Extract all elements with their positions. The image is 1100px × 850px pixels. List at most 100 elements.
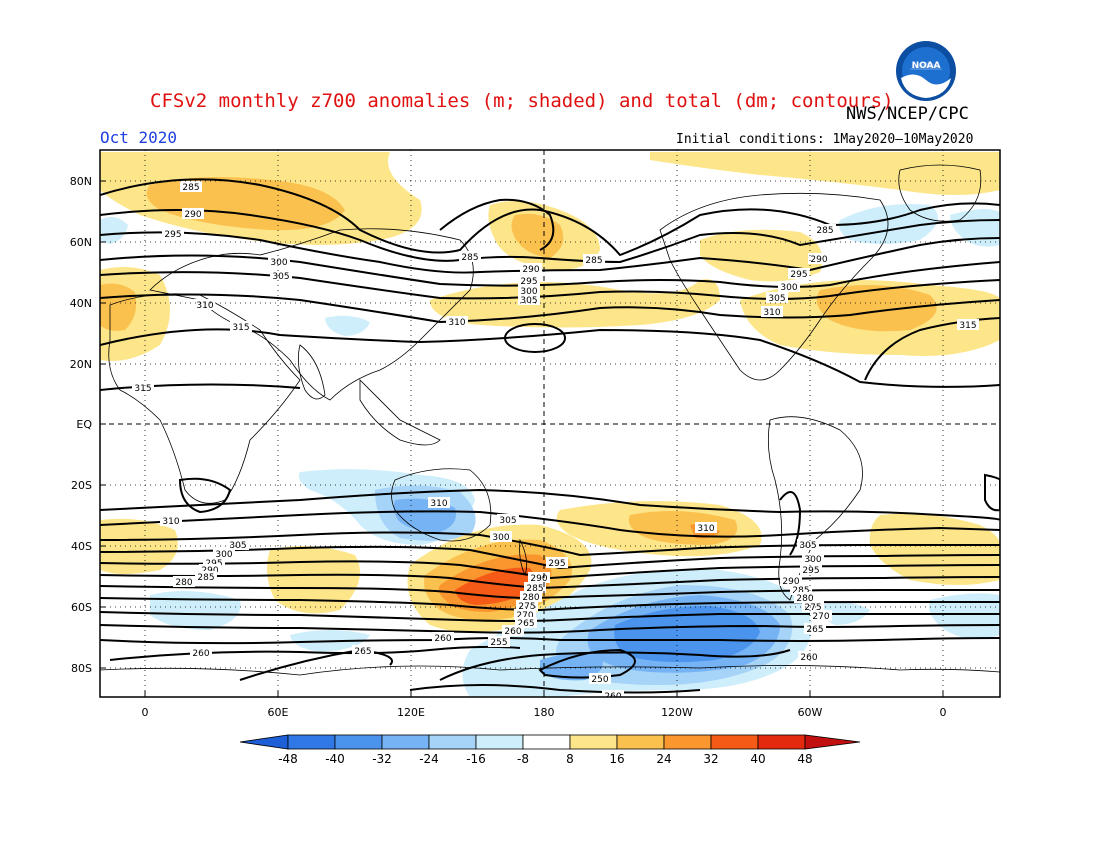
lon-label: 120W <box>661 706 693 719</box>
svg-text:275: 275 <box>518 602 535 612</box>
lat-label: 40N <box>70 297 92 310</box>
contour-label: 275 <box>802 601 824 613</box>
contour-label: 305 <box>497 514 519 526</box>
contour-label: 295 <box>162 228 184 240</box>
lat-label: 80S <box>71 662 92 675</box>
anomaly-region <box>650 152 1000 195</box>
anomaly-region <box>869 513 1000 585</box>
lon-label: 0 <box>940 706 947 719</box>
lat-label: EQ <box>76 418 92 431</box>
svg-text:315: 315 <box>959 321 976 331</box>
svg-text:260: 260 <box>192 649 209 659</box>
colorbar-tick-label: -8 <box>517 752 529 766</box>
contour-line <box>984 473 1000 512</box>
svg-text:310: 310 <box>448 318 465 328</box>
svg-text:305: 305 <box>520 296 537 306</box>
svg-text:300: 300 <box>270 258 287 268</box>
contour-line <box>439 198 555 251</box>
contour-label-group: 285 290 295 300 305 310 315 315 285 290 … <box>132 181 979 702</box>
contour-label: 295 <box>800 564 822 576</box>
svg-text:255: 255 <box>490 638 507 648</box>
anomaly-region <box>100 216 128 244</box>
anomaly-region <box>266 546 360 614</box>
svg-text:290: 290 <box>522 265 539 275</box>
lat-label: 20S <box>71 479 92 492</box>
contour-label: 270 <box>810 610 832 622</box>
colorbar-swatch <box>757 734 806 750</box>
colorbar: -48 -40 -32 -24 -16 -8 8 16 24 32 40 48 <box>239 734 861 766</box>
colorbar-tick-label: -32 <box>372 752 392 766</box>
colorbar-tick-label: -48 <box>278 752 298 766</box>
contour-label: 260 <box>190 647 212 659</box>
lon-label: 60E <box>268 706 289 719</box>
contour-label: 285 <box>195 571 217 583</box>
chart-title: CFSv2 monthly z700 anomalies (m; shaded)… <box>150 90 894 112</box>
colorbar-swatch <box>710 734 759 750</box>
colorbar-tick-label: 32 <box>703 752 718 766</box>
svg-text:305: 305 <box>768 294 785 304</box>
svg-text:290: 290 <box>184 210 201 220</box>
initial-conditions: Initial conditions: 1May2020—10May2020 <box>676 132 974 147</box>
contour-label: 310 <box>160 515 182 527</box>
contour-label: 300 <box>490 531 512 543</box>
svg-text:310: 310 <box>196 301 213 311</box>
svg-text:275: 275 <box>804 603 821 613</box>
svg-text:300: 300 <box>804 555 821 565</box>
contour-line <box>779 491 802 556</box>
contour-label: 290 <box>808 253 830 265</box>
contour-label: 310 <box>194 299 216 311</box>
noaa-logo-icon: NOAA <box>896 41 956 101</box>
colorbar-swatch <box>334 734 383 750</box>
longitude-labels: 0 60E 120E 180 120W 60W 0 <box>142 706 947 719</box>
agency-label: NWS/NCEP/CPC <box>846 104 969 124</box>
svg-text:265: 265 <box>517 619 534 629</box>
contour-line <box>504 323 566 353</box>
contour-label: 305 <box>797 539 819 551</box>
svg-text:310: 310 <box>763 308 780 318</box>
svg-text:285: 285 <box>585 256 602 266</box>
contour-label: 265 <box>515 617 537 629</box>
svg-text:305: 305 <box>272 272 289 282</box>
contour-label: 290 <box>780 575 802 587</box>
contour-line <box>100 383 301 391</box>
lat-label: 60S <box>71 601 92 614</box>
contour-label: 290 <box>182 208 204 220</box>
colorbar-tick-label: 8 <box>566 752 574 766</box>
lat-label: 40S <box>71 540 92 553</box>
svg-text:290: 290 <box>782 577 799 587</box>
contour-label: 275 <box>516 600 538 612</box>
svg-text:310: 310 <box>162 517 179 527</box>
contour-line <box>439 649 791 681</box>
svg-text:315: 315 <box>134 384 151 394</box>
svg-text:295: 295 <box>164 230 181 240</box>
contour-line <box>178 477 232 514</box>
contour-label: 265 <box>352 645 374 657</box>
svg-text:300: 300 <box>780 283 797 293</box>
contour-label: 280 <box>794 592 816 604</box>
lat-label: 60N <box>70 236 92 249</box>
logo-text: NOAA <box>912 61 941 71</box>
svg-text:305: 305 <box>799 541 816 551</box>
svg-text:305: 305 <box>229 541 246 551</box>
lon-label: 60W <box>798 706 823 719</box>
colorbar-tick-label: -24 <box>419 752 439 766</box>
colorbar-swatch <box>569 734 618 750</box>
contour-label: 290 <box>528 572 550 584</box>
colorbar-tick-label: -16 <box>466 752 486 766</box>
colorbar-swatch <box>381 734 430 750</box>
svg-text:260: 260 <box>604 692 621 702</box>
contour-label: 310 <box>428 497 450 509</box>
contour-label: 305 <box>270 270 292 282</box>
contour-line <box>100 231 1000 274</box>
gridlines <box>100 150 1000 697</box>
anomaly-region <box>929 593 1000 639</box>
colorbar-swatch <box>428 734 477 750</box>
svg-text:295: 295 <box>520 277 537 287</box>
contour-label: 315 <box>230 321 252 333</box>
forecast-month: Oct 2020 <box>100 128 178 147</box>
contour-label: 285 <box>583 254 605 266</box>
contour-line <box>100 293 1000 324</box>
svg-text:270: 270 <box>516 611 533 621</box>
svg-text:315: 315 <box>232 323 249 333</box>
contour-label: 295 <box>518 275 540 287</box>
